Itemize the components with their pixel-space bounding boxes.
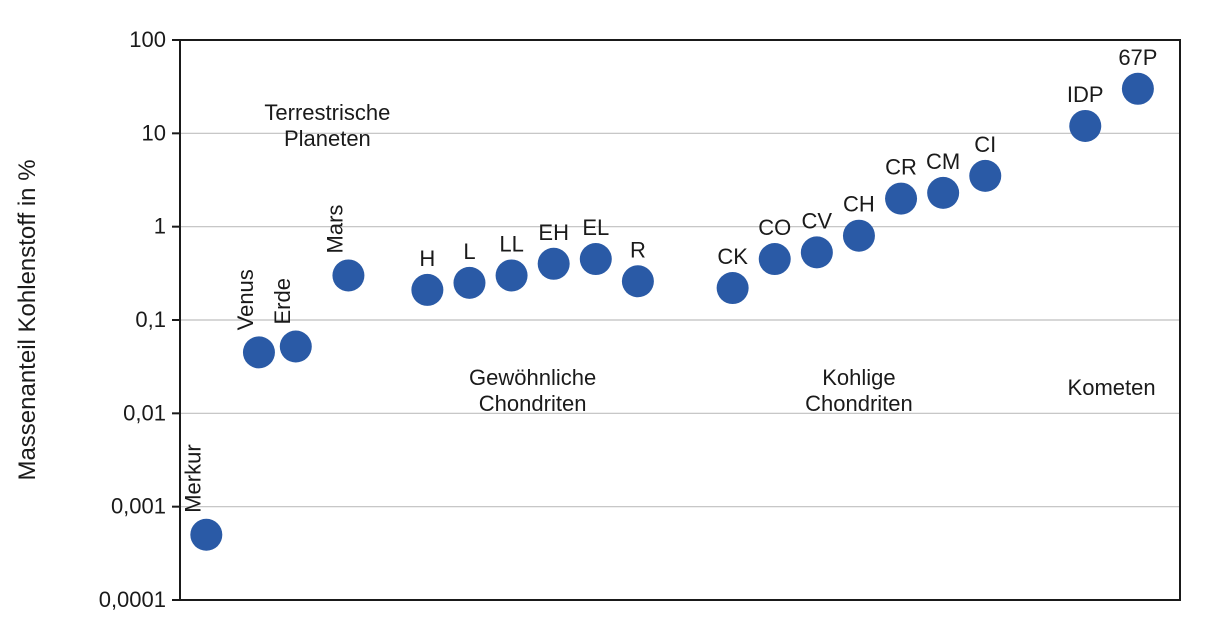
data-point — [801, 236, 833, 268]
data-point — [538, 248, 570, 280]
ytick-label: 0,001 — [111, 494, 166, 519]
carbon-mass-fraction-chart: 100 10 1 0,1 0,01 0,001 0,0001 Massenanteil Koh… — [0, 0, 1205, 624]
data-point — [759, 243, 791, 275]
chart-svg: 100 10 1 0,1 0,01 0,001 0,0001 Massenanteil Koh… — [0, 0, 1205, 624]
data-point — [717, 272, 749, 304]
point-label: EH — [538, 220, 569, 245]
ytick-label: 0,01 — [123, 400, 166, 425]
group-label-line2: Planeten — [284, 126, 371, 151]
point-label: EL — [582, 215, 609, 240]
data-point — [843, 220, 875, 252]
data-point — [243, 336, 275, 368]
ytick-label: 10 — [142, 120, 166, 145]
data-point — [332, 259, 364, 291]
point-label: CR — [885, 155, 917, 180]
ytick-label: 1 — [154, 214, 166, 239]
data-point — [453, 267, 485, 299]
data-point — [496, 259, 528, 291]
point-label: CH — [843, 192, 875, 217]
data-point — [280, 331, 312, 363]
point-label: CM — [926, 149, 960, 174]
data-point — [1122, 73, 1154, 105]
point-label: CO — [758, 215, 791, 240]
group-label-line1: Kohlige — [822, 365, 895, 390]
data-point — [411, 274, 443, 306]
point-label: CI — [974, 132, 996, 157]
ytick-label: 0,1 — [135, 307, 166, 332]
data-point — [190, 519, 222, 551]
point-label: 67P — [1118, 45, 1157, 70]
point-label: CK — [717, 244, 748, 269]
point-label: R — [630, 237, 646, 262]
data-point — [1069, 110, 1101, 142]
group-label-line2: Chondriten — [805, 391, 913, 416]
point-label: Mars — [322, 205, 347, 254]
point-label: L — [463, 239, 475, 264]
point-label: IDP — [1067, 82, 1104, 107]
data-point — [969, 160, 1001, 192]
group-label-line1: Gewöhnliche — [469, 365, 596, 390]
point-label: Merkur — [180, 444, 205, 512]
data-point — [580, 243, 612, 275]
data-point — [927, 177, 959, 209]
point-label: Venus — [233, 269, 258, 330]
group-label-line1: Kometen — [1068, 375, 1156, 400]
group-label-line2: Chondriten — [479, 391, 587, 416]
yaxis-label: Massenanteil Kohlenstoff in % — [14, 159, 41, 480]
data-point — [622, 265, 654, 297]
point-label: H — [419, 246, 435, 271]
group-label-line1: Terrestrische — [264, 100, 390, 125]
point-label: CV — [802, 208, 833, 233]
point-label: Erde — [270, 278, 295, 324]
data-point — [885, 183, 917, 215]
ytick-label: 100 — [129, 27, 166, 52]
point-label: LL — [499, 231, 523, 256]
ytick-label: 0,0001 — [99, 587, 166, 612]
